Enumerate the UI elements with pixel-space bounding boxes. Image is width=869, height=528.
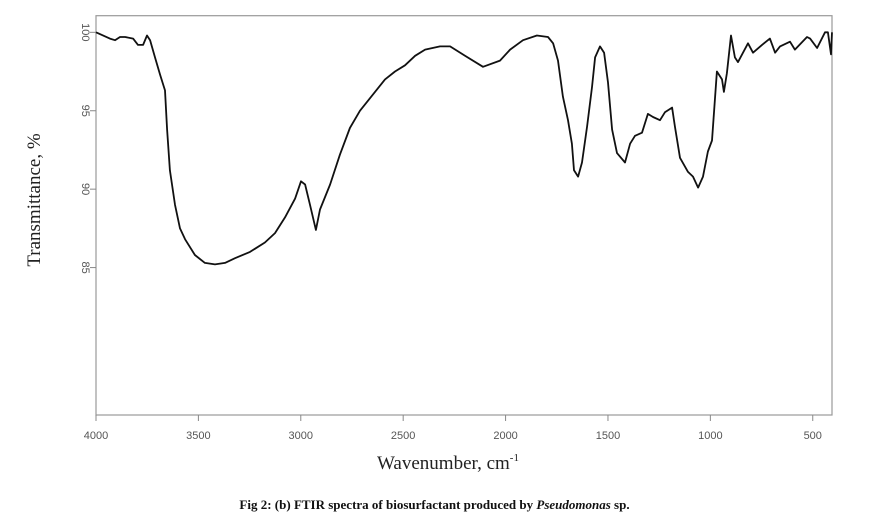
x-tick-label: 1500 <box>596 430 620 442</box>
y-axis-title: Transmittance, % <box>24 133 45 267</box>
caption-prefix: Fig 2: (b) FTIR spectra of biosurfactant… <box>239 497 537 512</box>
plot-frame <box>95 15 833 416</box>
x-axis-title: Wavenumber, cm-1 <box>377 452 519 474</box>
y-tick-label: 95 <box>79 105 91 117</box>
x-tick-label: 2500 <box>391 430 415 442</box>
x-tick-label: 1000 <box>698 430 722 442</box>
y-tick-label: 90 <box>79 183 91 195</box>
x-tick-label: 4000 <box>84 430 108 442</box>
caption-suffix: sp. <box>610 497 630 512</box>
x-tick-label: 3000 <box>289 430 313 442</box>
y-axis: 85 90 95 100 <box>79 23 96 274</box>
x-tick-label: 3500 <box>186 430 210 442</box>
figure-caption: Fig 2: (b) FTIR spectra of biosurfactant… <box>0 497 869 513</box>
caption-species: Pseudomonas <box>536 497 611 512</box>
y-tick-label: 100 <box>79 23 91 41</box>
spectrum-line <box>95 31 833 266</box>
x-tick-label: 500 <box>804 430 822 442</box>
y-tick-label: 85 <box>79 261 91 273</box>
x-axis: 4000 3500 3000 2500 2000 1500 1000 500 <box>84 415 822 442</box>
x-tick-label: 2000 <box>493 430 517 442</box>
